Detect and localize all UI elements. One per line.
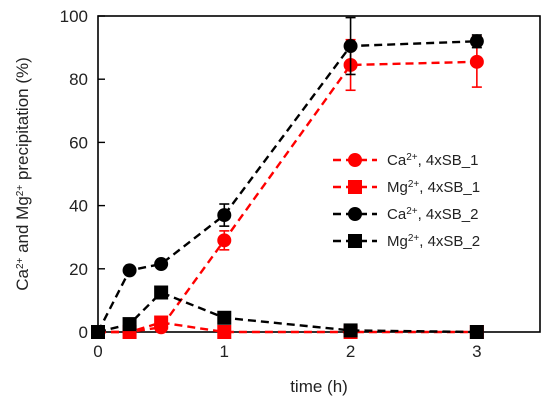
text-part: Mg [387,179,408,196]
legend-entry-3: Ca2+, 4xSB_2 [333,206,478,224]
text-part: , 4xSB_2 [418,206,479,223]
x-tick-label: 3 [472,342,481,361]
y-tick-label: 80 [69,70,88,89]
y-tick-label: 60 [69,133,88,152]
text-part: Ca [13,268,32,290]
data-point [343,323,358,338]
data-point [217,233,232,248]
legend-label: Mg2+, 4xSB_1 [387,179,480,197]
legend-label: Mg2+, 4xSB_2 [387,233,480,251]
y-tick-label: 40 [69,197,88,216]
y-tick-label: 0 [79,323,88,342]
x-tick-label: 2 [346,342,355,361]
legend-entry-1: Ca2+, 4xSB_1 [333,152,478,170]
superscript: 2+ [408,233,420,244]
text-part: , 4xSB_1 [419,179,480,196]
series-3 [91,16,484,339]
x-axis-title: time (h) [290,377,348,396]
superscript: 2+ [406,152,418,163]
series-2 [91,315,484,339]
legend-label: Ca2+, 4xSB_1 [387,152,478,170]
data-point [154,285,169,300]
superscript: 2+ [408,179,420,190]
text-part: and Mg [13,196,32,257]
data-point [122,263,137,278]
data-point [217,310,232,325]
data-point [469,325,484,339]
data-point [154,257,169,272]
data-point [154,315,169,330]
legend-marker [348,180,362,194]
data-point [217,208,232,223]
data-point [469,34,484,49]
text-part: , 4xSB_1 [418,152,479,169]
legend-marker [348,153,362,167]
legend-entry-4: Mg2+, 4xSB_2 [333,233,480,251]
legend-marker [348,234,362,248]
superscript: 2+ [15,257,26,269]
series-line [96,40,477,333]
text-part: precipitation (%) [13,57,32,185]
superscript: 2+ [15,185,26,197]
legend-marker [348,207,362,221]
y-tick-label: 20 [69,260,88,279]
legend-label: Ca2+, 4xSB_2 [387,206,478,224]
x-tick-label: 0 [93,342,102,361]
text-part: Ca [387,152,407,169]
x-tick-label: 1 [220,342,229,361]
text-part: Mg [387,233,408,250]
series-4 [91,285,484,339]
data-point [217,325,232,339]
legend-entry-2: Mg2+, 4xSB_1 [333,179,480,197]
text-part: Ca [387,206,407,223]
data-point [469,54,484,69]
text-part: , 4xSB_2 [419,233,480,250]
data-point [91,325,105,339]
superscript: 2+ [406,206,418,217]
y-axis-title: Ca2+ and Mg2+ precipitation (%) [13,57,32,291]
data-point [122,317,137,332]
y-tick-label: 100 [60,7,88,26]
data-point [343,39,358,54]
